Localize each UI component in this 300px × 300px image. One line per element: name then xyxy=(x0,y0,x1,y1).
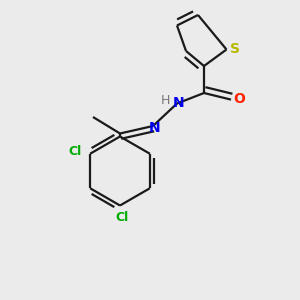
Text: Cl: Cl xyxy=(115,211,128,224)
Text: S: S xyxy=(230,42,240,56)
Text: H: H xyxy=(161,94,170,107)
Text: N: N xyxy=(149,121,160,134)
Text: N: N xyxy=(173,96,184,110)
Text: Cl: Cl xyxy=(68,145,82,158)
Text: O: O xyxy=(233,92,245,106)
